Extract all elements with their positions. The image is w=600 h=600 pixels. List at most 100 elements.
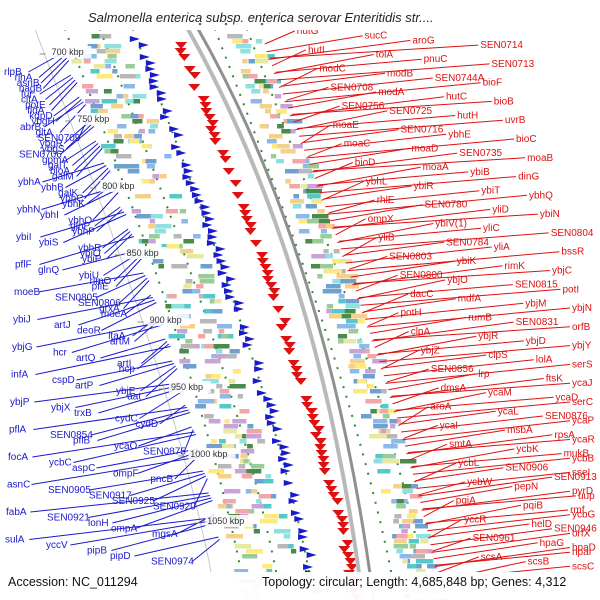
cog-block [269, 494, 277, 499]
leader-line-left [70, 519, 217, 546]
leader-line-left [123, 280, 150, 309]
forward-gene-arrow [272, 306, 285, 313]
reverse-gene-arrow [202, 222, 213, 228]
cog-block [247, 424, 254, 429]
cog-block [251, 489, 258, 494]
cog-block [146, 119, 160, 124]
gene-label-left: fur [21, 89, 33, 100]
cog-block [303, 164, 319, 169]
gene-label-right: hutH [457, 111, 478, 122]
cog-block [203, 309, 219, 314]
leader-line-left [34, 382, 179, 403]
gene-label-right: hpaG [540, 538, 565, 549]
leader-line-right [405, 429, 506, 447]
leader-line-left [118, 277, 148, 304]
cog-block [122, 94, 129, 99]
reverse-gene-arrow [174, 132, 185, 138]
forward-gene-arrow [188, 84, 201, 91]
leader-line-left [76, 148, 103, 177]
reverse-gene-arrow [266, 420, 277, 426]
cog-block [402, 559, 408, 564]
leader-line-right [403, 424, 438, 439]
cog-block [113, 164, 131, 169]
gene-label-left: rlpB [4, 67, 22, 78]
forward-gene-arrow [244, 228, 257, 235]
tick-label: 1050 kbp [207, 516, 244, 526]
leader-line-right [399, 410, 496, 425]
cog-block [382, 414, 390, 419]
leader-line-right [305, 138, 515, 159]
cog-block [380, 489, 391, 494]
reverse-gene-arrow [221, 282, 232, 288]
reverse-gene-arrow [182, 174, 193, 180]
cog-block [93, 64, 109, 69]
gene-label-left: deoR [77, 326, 101, 337]
gene-label-right: ybjM [525, 298, 546, 309]
cog-block [394, 514, 402, 519]
cog-block [149, 219, 156, 224]
cog-block [204, 344, 213, 349]
cog-block [382, 459, 400, 464]
cog-block [409, 544, 417, 549]
cog-block [269, 134, 283, 139]
gene-label-left: ybhC [60, 194, 83, 205]
reverse-gene-arrow [145, 60, 156, 66]
cog-block [243, 459, 249, 464]
cog-block [152, 174, 160, 179]
forward-gene-arrow [290, 372, 303, 379]
gene-label-left: grxA [99, 304, 120, 315]
cog-block [256, 499, 262, 504]
gene-label-right: clpS [488, 350, 508, 361]
leader-line-left [134, 536, 219, 557]
gene-label-left: ybhO [68, 216, 92, 227]
leader-line-right [429, 523, 530, 538]
forward-gene-arrow [345, 564, 358, 571]
cog-block [127, 169, 140, 174]
tick-label-bg [188, 448, 236, 460]
cog-block [140, 179, 150, 184]
forward-gene-arrow [322, 480, 335, 487]
cog-block [103, 89, 112, 94]
gene-label-left: moeB [14, 287, 40, 298]
cog-block [283, 119, 291, 124]
outer-scale-arc [34, 28, 218, 600]
gene-label-right: ycbB [572, 453, 595, 464]
gene-label-left: aspC [72, 463, 95, 474]
cog-block [402, 519, 414, 524]
reverse-gene-arrow [281, 450, 292, 456]
gene-label-right: modC [319, 64, 346, 75]
leader-line-left [191, 539, 220, 562]
cog-block [317, 274, 323, 279]
gene-label-right: yliA [494, 242, 510, 253]
cog-block [300, 184, 308, 189]
leader-line-left [40, 57, 68, 84]
gene-label-left: cspD [52, 375, 75, 386]
tick-label: 700 kbp [52, 47, 84, 57]
cog-block [242, 554, 258, 559]
reverse-gene-arrow [200, 204, 211, 210]
leader-line-left [53, 96, 80, 117]
gene-label-left: nagB [19, 84, 43, 95]
leader-line-right [288, 91, 377, 109]
cog-block [259, 124, 268, 129]
leader-line-left [42, 60, 70, 89]
cog-block [242, 74, 249, 79]
cog-block [325, 269, 342, 274]
cog-block [105, 64, 112, 69]
leader-line-left [51, 82, 78, 111]
gene-label-right: modB [387, 68, 413, 79]
cog-block [292, 144, 303, 149]
gene-label-left: ybhB [41, 183, 64, 194]
cog-block [168, 334, 186, 339]
leader-line-left [62, 250, 137, 271]
cog-block [307, 219, 319, 224]
leader-line-left [113, 255, 141, 282]
gene-label-right: serC [572, 397, 593, 408]
cog-block [242, 59, 248, 64]
gene-label-right: SEN0708 [330, 82, 373, 93]
cog-block [87, 44, 98, 49]
forward-gene-arrow [256, 258, 269, 265]
cog-block [110, 149, 119, 154]
cog-block [245, 489, 255, 494]
forward-gene-arrow [287, 360, 300, 367]
